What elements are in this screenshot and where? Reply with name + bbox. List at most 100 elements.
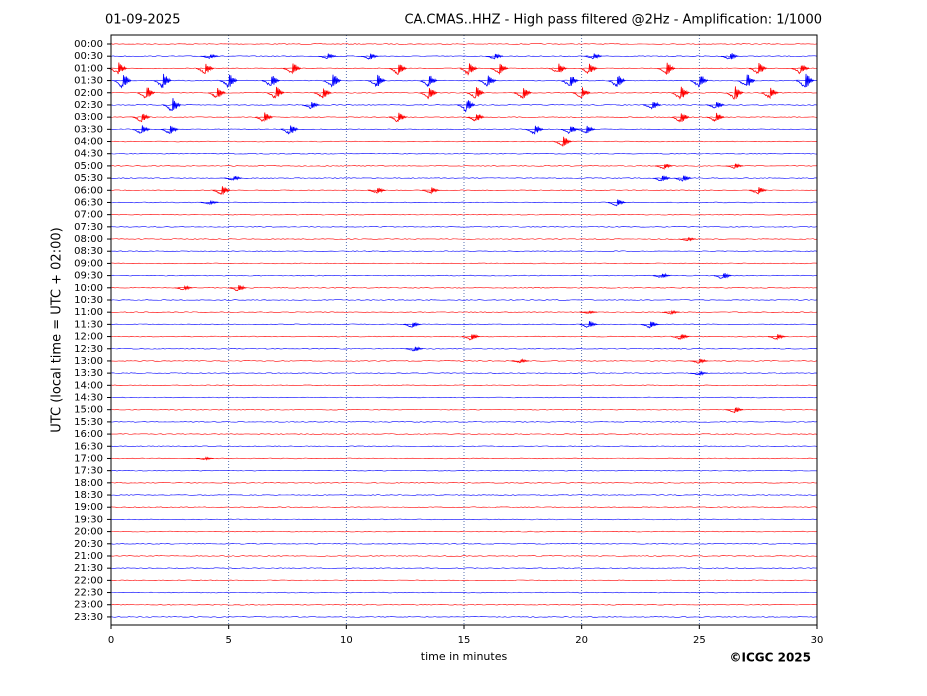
- burst: [459, 63, 478, 76]
- burst: [690, 370, 708, 377]
- y-tick-label: 03:30: [74, 124, 103, 135]
- burst: [640, 321, 659, 329]
- burst: [419, 88, 438, 100]
- burst: [513, 88, 532, 99]
- trace: [110, 287, 818, 289]
- trace: [110, 616, 818, 618]
- burst: [422, 187, 440, 195]
- y-tick-label: 16:30: [74, 441, 103, 452]
- burst: [200, 199, 219, 206]
- y-tick-label: 10:30: [74, 295, 103, 306]
- trace: [110, 445, 818, 447]
- trace: [110, 177, 818, 179]
- y-tick-label: 15:00: [74, 405, 103, 416]
- burst: [652, 272, 671, 279]
- trace: [110, 433, 818, 435]
- trace: [110, 104, 818, 106]
- trace: [110, 591, 818, 594]
- y-tick-label: 20:30: [74, 539, 103, 550]
- y-tick-label: 19:00: [74, 502, 103, 513]
- x-tick-label: 15: [458, 635, 471, 646]
- burst: [690, 76, 709, 88]
- burst: [478, 75, 497, 87]
- trace: [110, 408, 818, 411]
- x-tick-label: 10: [340, 635, 353, 646]
- burst: [791, 65, 810, 75]
- trace: [110, 152, 818, 155]
- y-tick-label: 09:00: [74, 258, 103, 269]
- trace: [110, 494, 818, 496]
- trace: [110, 226, 818, 228]
- trace: [110, 604, 818, 606]
- trace: [110, 189, 818, 191]
- burst: [690, 358, 708, 364]
- trace: [110, 482, 818, 484]
- y-tick-label: 11:00: [74, 307, 103, 318]
- burst: [196, 456, 214, 461]
- burst: [662, 309, 680, 315]
- x-tick-label: 5: [225, 635, 231, 646]
- trace: [110, 128, 818, 131]
- y-tick-label: 14:30: [74, 393, 103, 404]
- burst: [132, 113, 151, 123]
- trace: [110, 201, 818, 204]
- burst: [174, 285, 193, 291]
- burst: [367, 187, 386, 194]
- y-tick-label: 18:30: [74, 490, 103, 501]
- x-tick-label: 0: [108, 635, 114, 646]
- y-tick-label: 08:00: [74, 234, 103, 245]
- burst: [419, 75, 438, 88]
- y-tick-label: 05:00: [74, 161, 103, 172]
- burst: [706, 112, 725, 122]
- trace: [110, 567, 818, 569]
- burst: [318, 53, 337, 59]
- trace: [110, 238, 818, 240]
- trace: [110, 457, 818, 460]
- trace: [110, 518, 818, 521]
- burst: [572, 87, 591, 99]
- burst: [678, 236, 697, 242]
- burst: [749, 187, 767, 195]
- burst: [212, 186, 231, 196]
- burst: [760, 87, 779, 100]
- burst: [584, 53, 603, 60]
- y-tick-label: 21:00: [74, 551, 103, 562]
- burst: [160, 125, 179, 134]
- trace: [110, 274, 818, 277]
- burst: [132, 125, 151, 134]
- trace: [110, 323, 818, 326]
- burst: [405, 346, 424, 352]
- burst: [657, 62, 676, 76]
- y-tick-label: 07:30: [74, 222, 103, 233]
- y-tick-label: 05:30: [74, 173, 103, 184]
- burst: [713, 273, 732, 279]
- burst: [283, 63, 302, 75]
- trace: [110, 384, 818, 387]
- burst: [579, 321, 598, 328]
- burst: [560, 126, 579, 134]
- burst: [655, 163, 673, 170]
- burst: [266, 86, 285, 99]
- burst: [671, 113, 690, 123]
- y-tick-label: 11:30: [74, 319, 103, 330]
- y-tick-label: 17:30: [74, 466, 103, 477]
- y-tick-label: 03:00: [74, 112, 103, 123]
- burst: [224, 175, 243, 181]
- burst: [367, 74, 386, 88]
- burst: [466, 114, 485, 122]
- trace: [110, 67, 818, 70]
- y-tick-label: 00:30: [74, 51, 103, 62]
- burst: [196, 63, 214, 74]
- y-tick-label: 13:00: [74, 356, 103, 367]
- trace: [110, 348, 818, 350]
- burst: [261, 76, 280, 86]
- trace: [110, 299, 818, 301]
- burst: [579, 63, 598, 75]
- burst: [207, 88, 226, 98]
- burst: [323, 74, 342, 88]
- trace: [110, 530, 818, 533]
- y-tick-label: 21:30: [74, 563, 103, 574]
- y-tick-label: 19:30: [74, 514, 103, 525]
- burst: [485, 53, 504, 60]
